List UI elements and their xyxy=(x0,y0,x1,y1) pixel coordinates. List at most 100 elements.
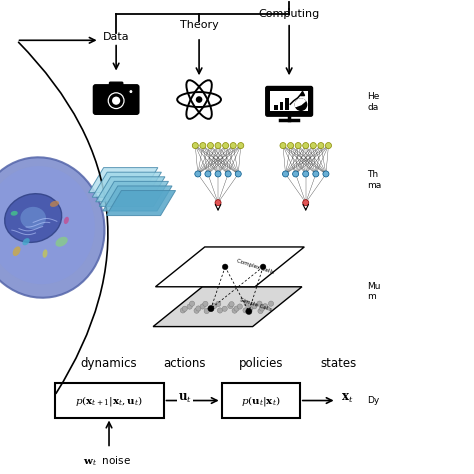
Circle shape xyxy=(112,97,120,105)
Bar xyxy=(285,99,289,110)
FancyBboxPatch shape xyxy=(271,91,308,111)
Circle shape xyxy=(216,301,221,307)
Circle shape xyxy=(229,301,234,307)
Circle shape xyxy=(208,143,213,148)
Circle shape xyxy=(244,301,249,306)
Ellipse shape xyxy=(64,217,69,224)
Circle shape xyxy=(209,306,214,311)
Circle shape xyxy=(295,143,301,148)
Circle shape xyxy=(248,306,253,311)
Circle shape xyxy=(192,143,198,148)
Circle shape xyxy=(205,171,211,177)
Circle shape xyxy=(194,308,199,313)
Circle shape xyxy=(237,304,242,309)
Circle shape xyxy=(230,143,236,148)
Text: Data: Data xyxy=(103,32,129,42)
Circle shape xyxy=(323,171,329,177)
Circle shape xyxy=(129,90,133,94)
Text: Dy: Dy xyxy=(367,396,380,405)
Ellipse shape xyxy=(5,194,62,242)
Circle shape xyxy=(326,143,331,148)
Circle shape xyxy=(258,309,263,314)
Circle shape xyxy=(223,143,228,148)
Circle shape xyxy=(288,143,293,148)
Circle shape xyxy=(107,91,126,110)
Circle shape xyxy=(232,308,237,313)
Circle shape xyxy=(268,301,273,306)
Text: Simple Cells: Simple Cells xyxy=(239,297,272,312)
Circle shape xyxy=(318,143,324,148)
Circle shape xyxy=(310,143,316,148)
Polygon shape xyxy=(92,172,162,197)
Circle shape xyxy=(208,306,214,312)
Circle shape xyxy=(215,143,221,148)
Text: Mu
m: Mu m xyxy=(367,282,381,301)
Circle shape xyxy=(197,97,201,102)
Ellipse shape xyxy=(50,201,59,207)
Circle shape xyxy=(235,171,241,177)
FancyBboxPatch shape xyxy=(266,87,312,116)
Wedge shape xyxy=(295,99,305,107)
Circle shape xyxy=(204,309,210,314)
Bar xyxy=(222,383,300,418)
Bar xyxy=(55,383,164,418)
Circle shape xyxy=(195,171,201,177)
Circle shape xyxy=(200,304,205,309)
Circle shape xyxy=(200,143,206,148)
FancyBboxPatch shape xyxy=(97,86,103,91)
Ellipse shape xyxy=(13,246,20,256)
Polygon shape xyxy=(89,168,158,192)
FancyBboxPatch shape xyxy=(94,85,138,114)
Circle shape xyxy=(234,306,239,311)
Text: actions: actions xyxy=(164,357,206,370)
Bar xyxy=(280,102,283,110)
Circle shape xyxy=(260,264,266,270)
Circle shape xyxy=(222,264,228,270)
Polygon shape xyxy=(96,177,165,202)
Polygon shape xyxy=(153,287,302,327)
Text: Computing: Computing xyxy=(258,9,320,18)
Circle shape xyxy=(292,171,299,177)
Text: Th
ma: Th ma xyxy=(367,171,382,190)
Ellipse shape xyxy=(11,211,18,216)
Circle shape xyxy=(303,200,309,206)
Circle shape xyxy=(259,306,264,311)
Circle shape xyxy=(225,171,231,177)
Circle shape xyxy=(238,143,244,148)
Circle shape xyxy=(228,303,233,309)
Polygon shape xyxy=(106,191,175,216)
Circle shape xyxy=(187,304,192,309)
Text: states: states xyxy=(321,357,357,370)
Polygon shape xyxy=(99,182,168,206)
Circle shape xyxy=(252,304,257,309)
Text: policies: policies xyxy=(238,357,283,370)
Text: Theory: Theory xyxy=(180,20,219,30)
Text: $p(\mathbf{x}_{t+1}|\mathbf{x}_t, \mathbf{u}_t)$: $p(\mathbf{x}_{t+1}|\mathbf{x}_t, \mathb… xyxy=(75,393,143,408)
Circle shape xyxy=(313,171,319,177)
Circle shape xyxy=(215,200,221,206)
Circle shape xyxy=(303,171,309,177)
Circle shape xyxy=(280,143,286,148)
Circle shape xyxy=(257,301,262,306)
Text: He
da: He da xyxy=(367,92,380,111)
Circle shape xyxy=(215,171,221,177)
Circle shape xyxy=(212,303,217,309)
Ellipse shape xyxy=(0,166,95,284)
Ellipse shape xyxy=(0,157,104,298)
Ellipse shape xyxy=(55,237,68,246)
Polygon shape xyxy=(103,186,172,211)
Circle shape xyxy=(196,306,201,311)
Ellipse shape xyxy=(43,249,47,258)
Circle shape xyxy=(109,93,123,108)
Text: $\mathbf{w}_t$  noise: $\mathbf{w}_t$ noise xyxy=(82,455,131,468)
Circle shape xyxy=(222,306,228,311)
Circle shape xyxy=(246,309,252,315)
Circle shape xyxy=(217,308,222,313)
Circle shape xyxy=(295,99,307,110)
Bar xyxy=(274,105,278,110)
Ellipse shape xyxy=(22,238,30,246)
Circle shape xyxy=(303,143,309,148)
Ellipse shape xyxy=(20,207,46,229)
Circle shape xyxy=(190,301,195,306)
Polygon shape xyxy=(155,247,304,287)
